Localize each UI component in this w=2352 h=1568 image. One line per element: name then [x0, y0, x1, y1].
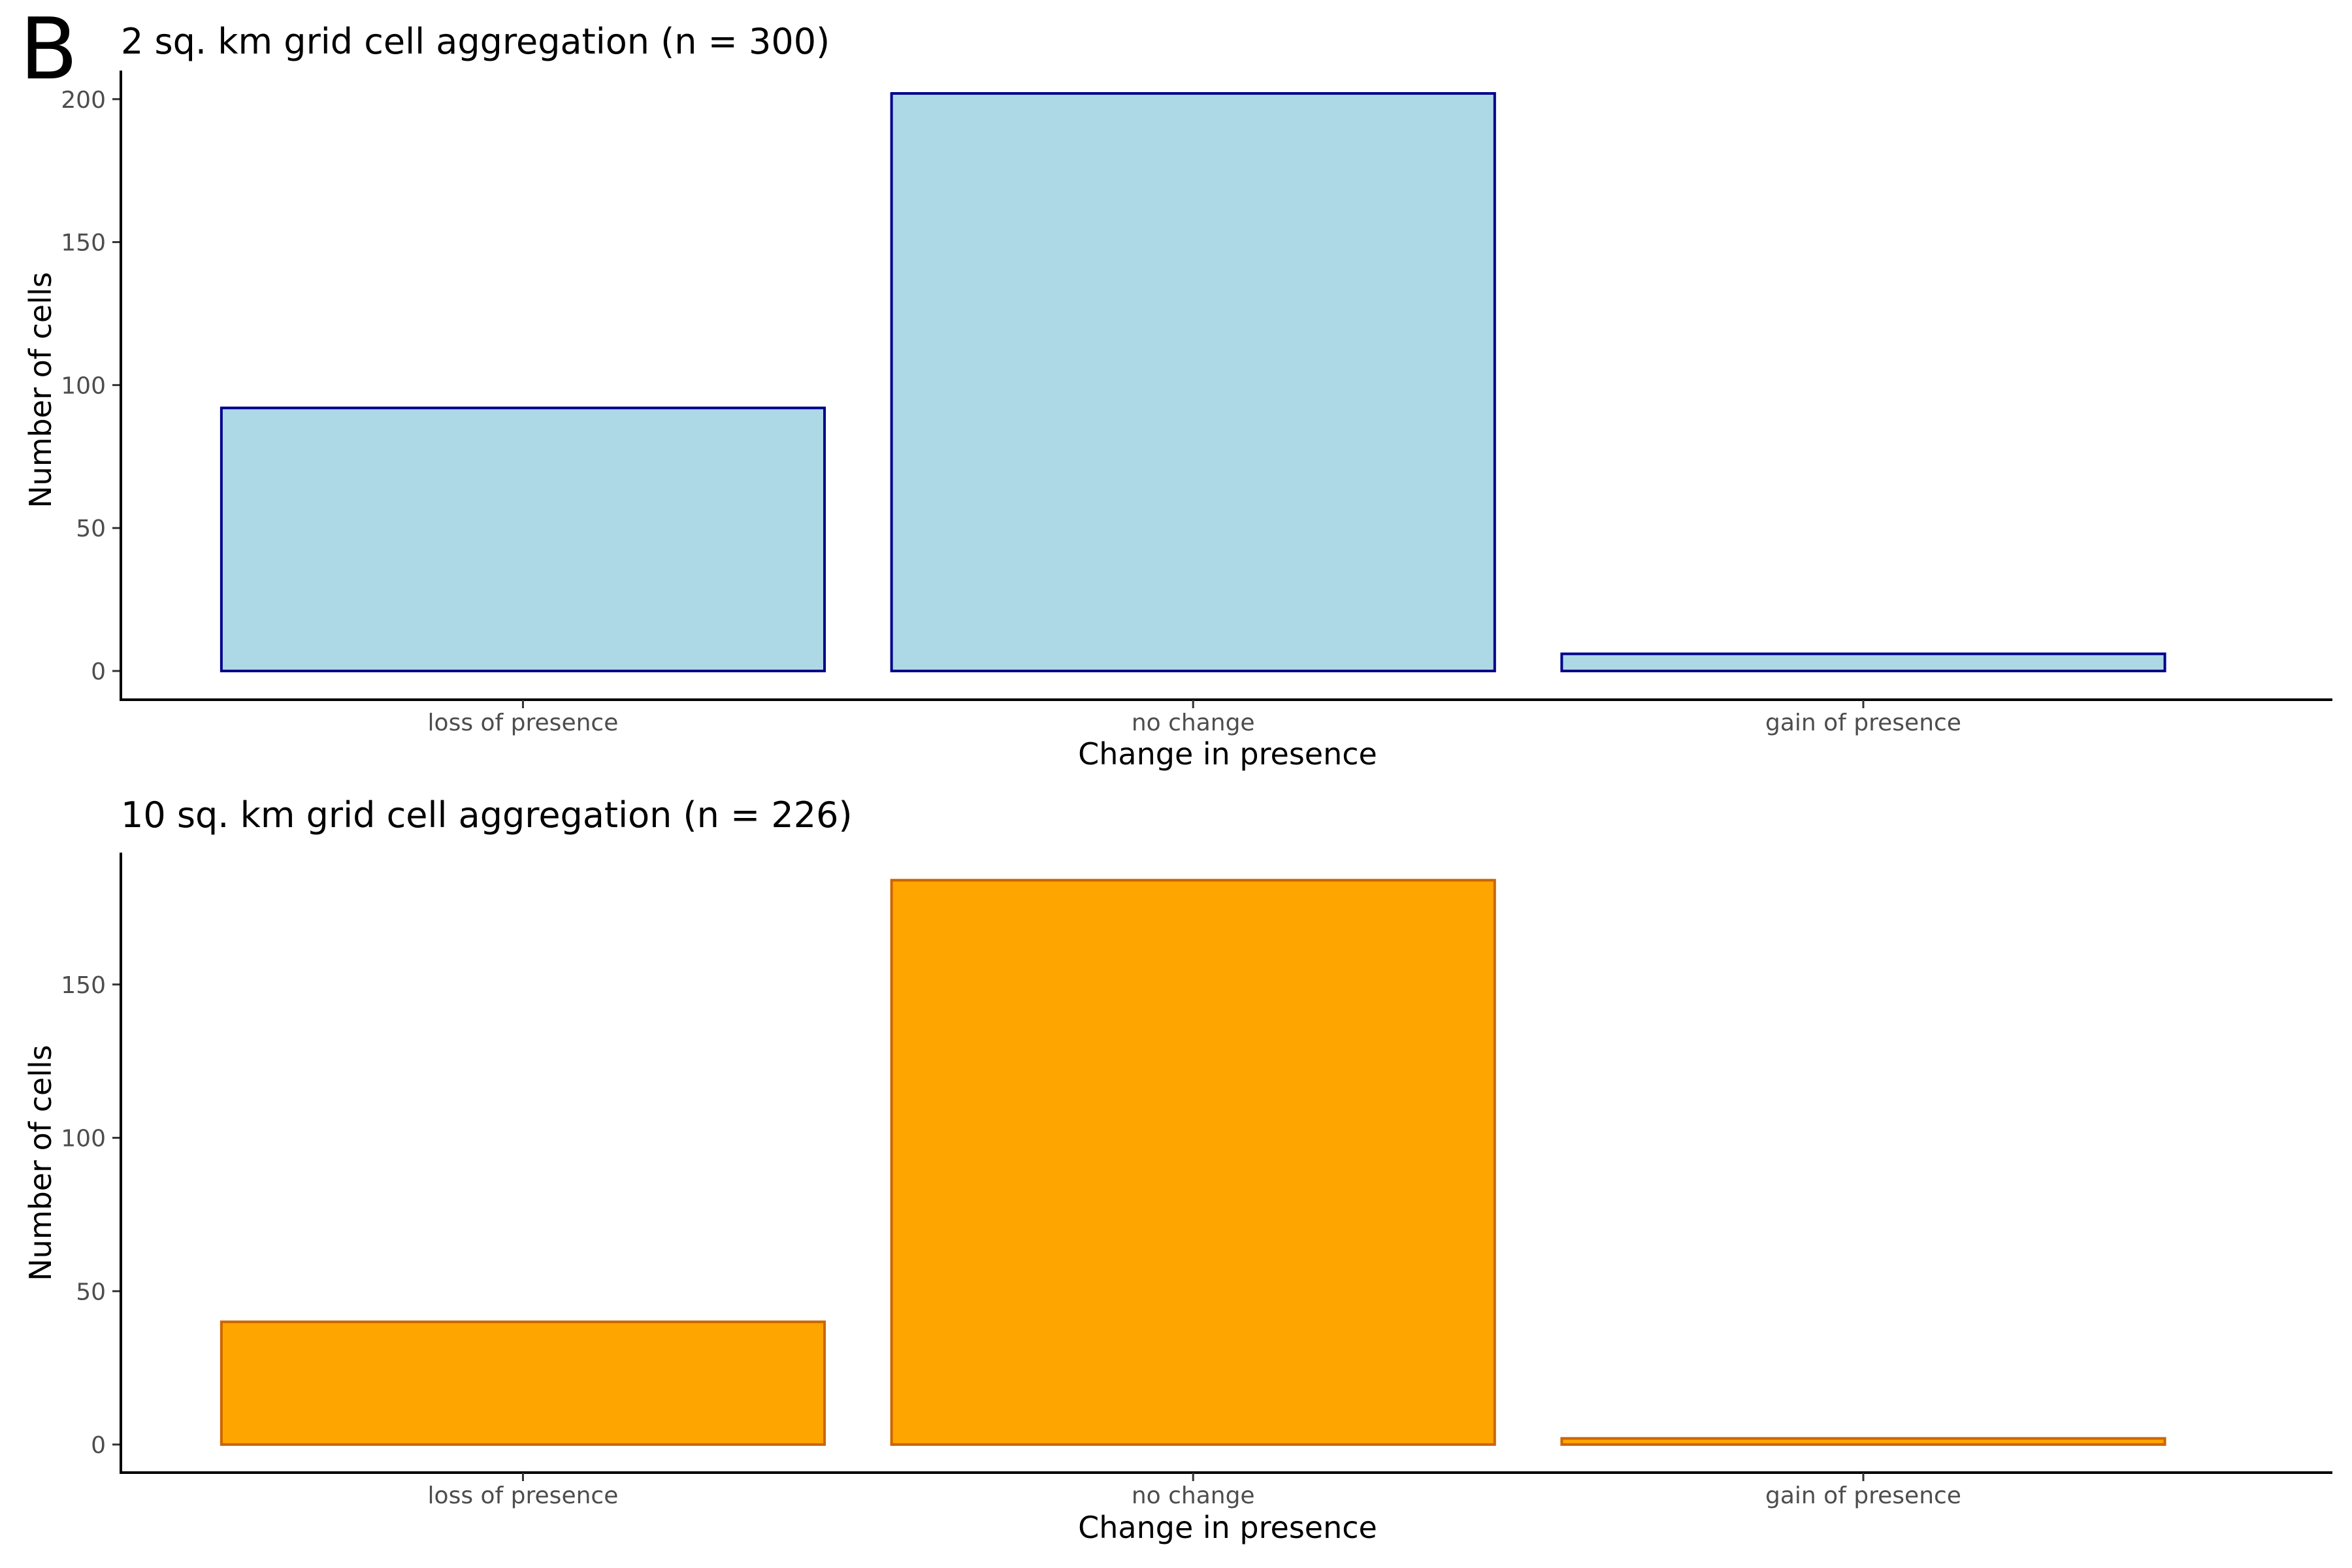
chart-title-2: 10 sq. km grid cell aggregation (n = 226…	[121, 794, 853, 836]
y-tick-label: 50	[76, 515, 106, 542]
x-axis-title-2: Change in presence	[1078, 1510, 1377, 1545]
x-tick-label: no change	[1132, 1482, 1255, 1509]
bars-1	[220, 92, 2166, 673]
bar-loss-of-presence	[220, 1320, 826, 1446]
y-axis-title-2: Number of cells	[23, 1045, 58, 1281]
x-tick-label: loss of presence	[428, 710, 619, 736]
y-tick-label: 150	[61, 230, 106, 257]
y-tick-label: 0	[91, 659, 106, 685]
bar-loss-of-presence	[220, 406, 826, 673]
y-tick-label: 0	[91, 1432, 106, 1459]
chart-title-1: 2 sq. km grid cell aggregation (n = 300)	[121, 21, 830, 62]
bars-2	[220, 879, 2166, 1446]
y-tick-label: 50	[76, 1279, 106, 1305]
bar-no-change	[890, 879, 1496, 1446]
x-tick-label: no change	[1132, 710, 1255, 736]
chart-panel-1: 2 sq. km grid cell aggregation (n = 300)…	[23, 21, 2332, 772]
x-tick-label: loss of presence	[428, 1482, 619, 1509]
chart-panel-2: 10 sq. km grid cell aggregation (n = 226…	[23, 794, 2332, 1545]
x-tick-label: gain of presence	[1765, 1482, 1961, 1509]
y-tick-label: 100	[61, 372, 106, 399]
y-tick-label: 150	[61, 972, 106, 999]
x-axis-title-1: Change in presence	[1078, 736, 1377, 772]
y-axis-title-1: Number of cells	[23, 272, 58, 508]
bar-no-change	[890, 92, 1496, 672]
bar-gain-of-presence	[1560, 1437, 2166, 1446]
x-tick-labels-1: loss of presence no change gain of presenc…	[428, 700, 1961, 736]
panel-label: B	[20, 0, 78, 99]
x-tick-label: gain of presence	[1765, 710, 1961, 736]
y-tick-label: 100	[61, 1126, 106, 1152]
y-ticks-1: 0 50 100 150 200	[61, 87, 121, 685]
y-tick-label: 200	[61, 87, 106, 114]
x-tick-labels-2: loss of presence no change gain of presenc…	[428, 1473, 1961, 1509]
y-ticks-2: 0 50 100 150	[61, 972, 121, 1459]
bar-gain-of-presence	[1560, 652, 2166, 673]
